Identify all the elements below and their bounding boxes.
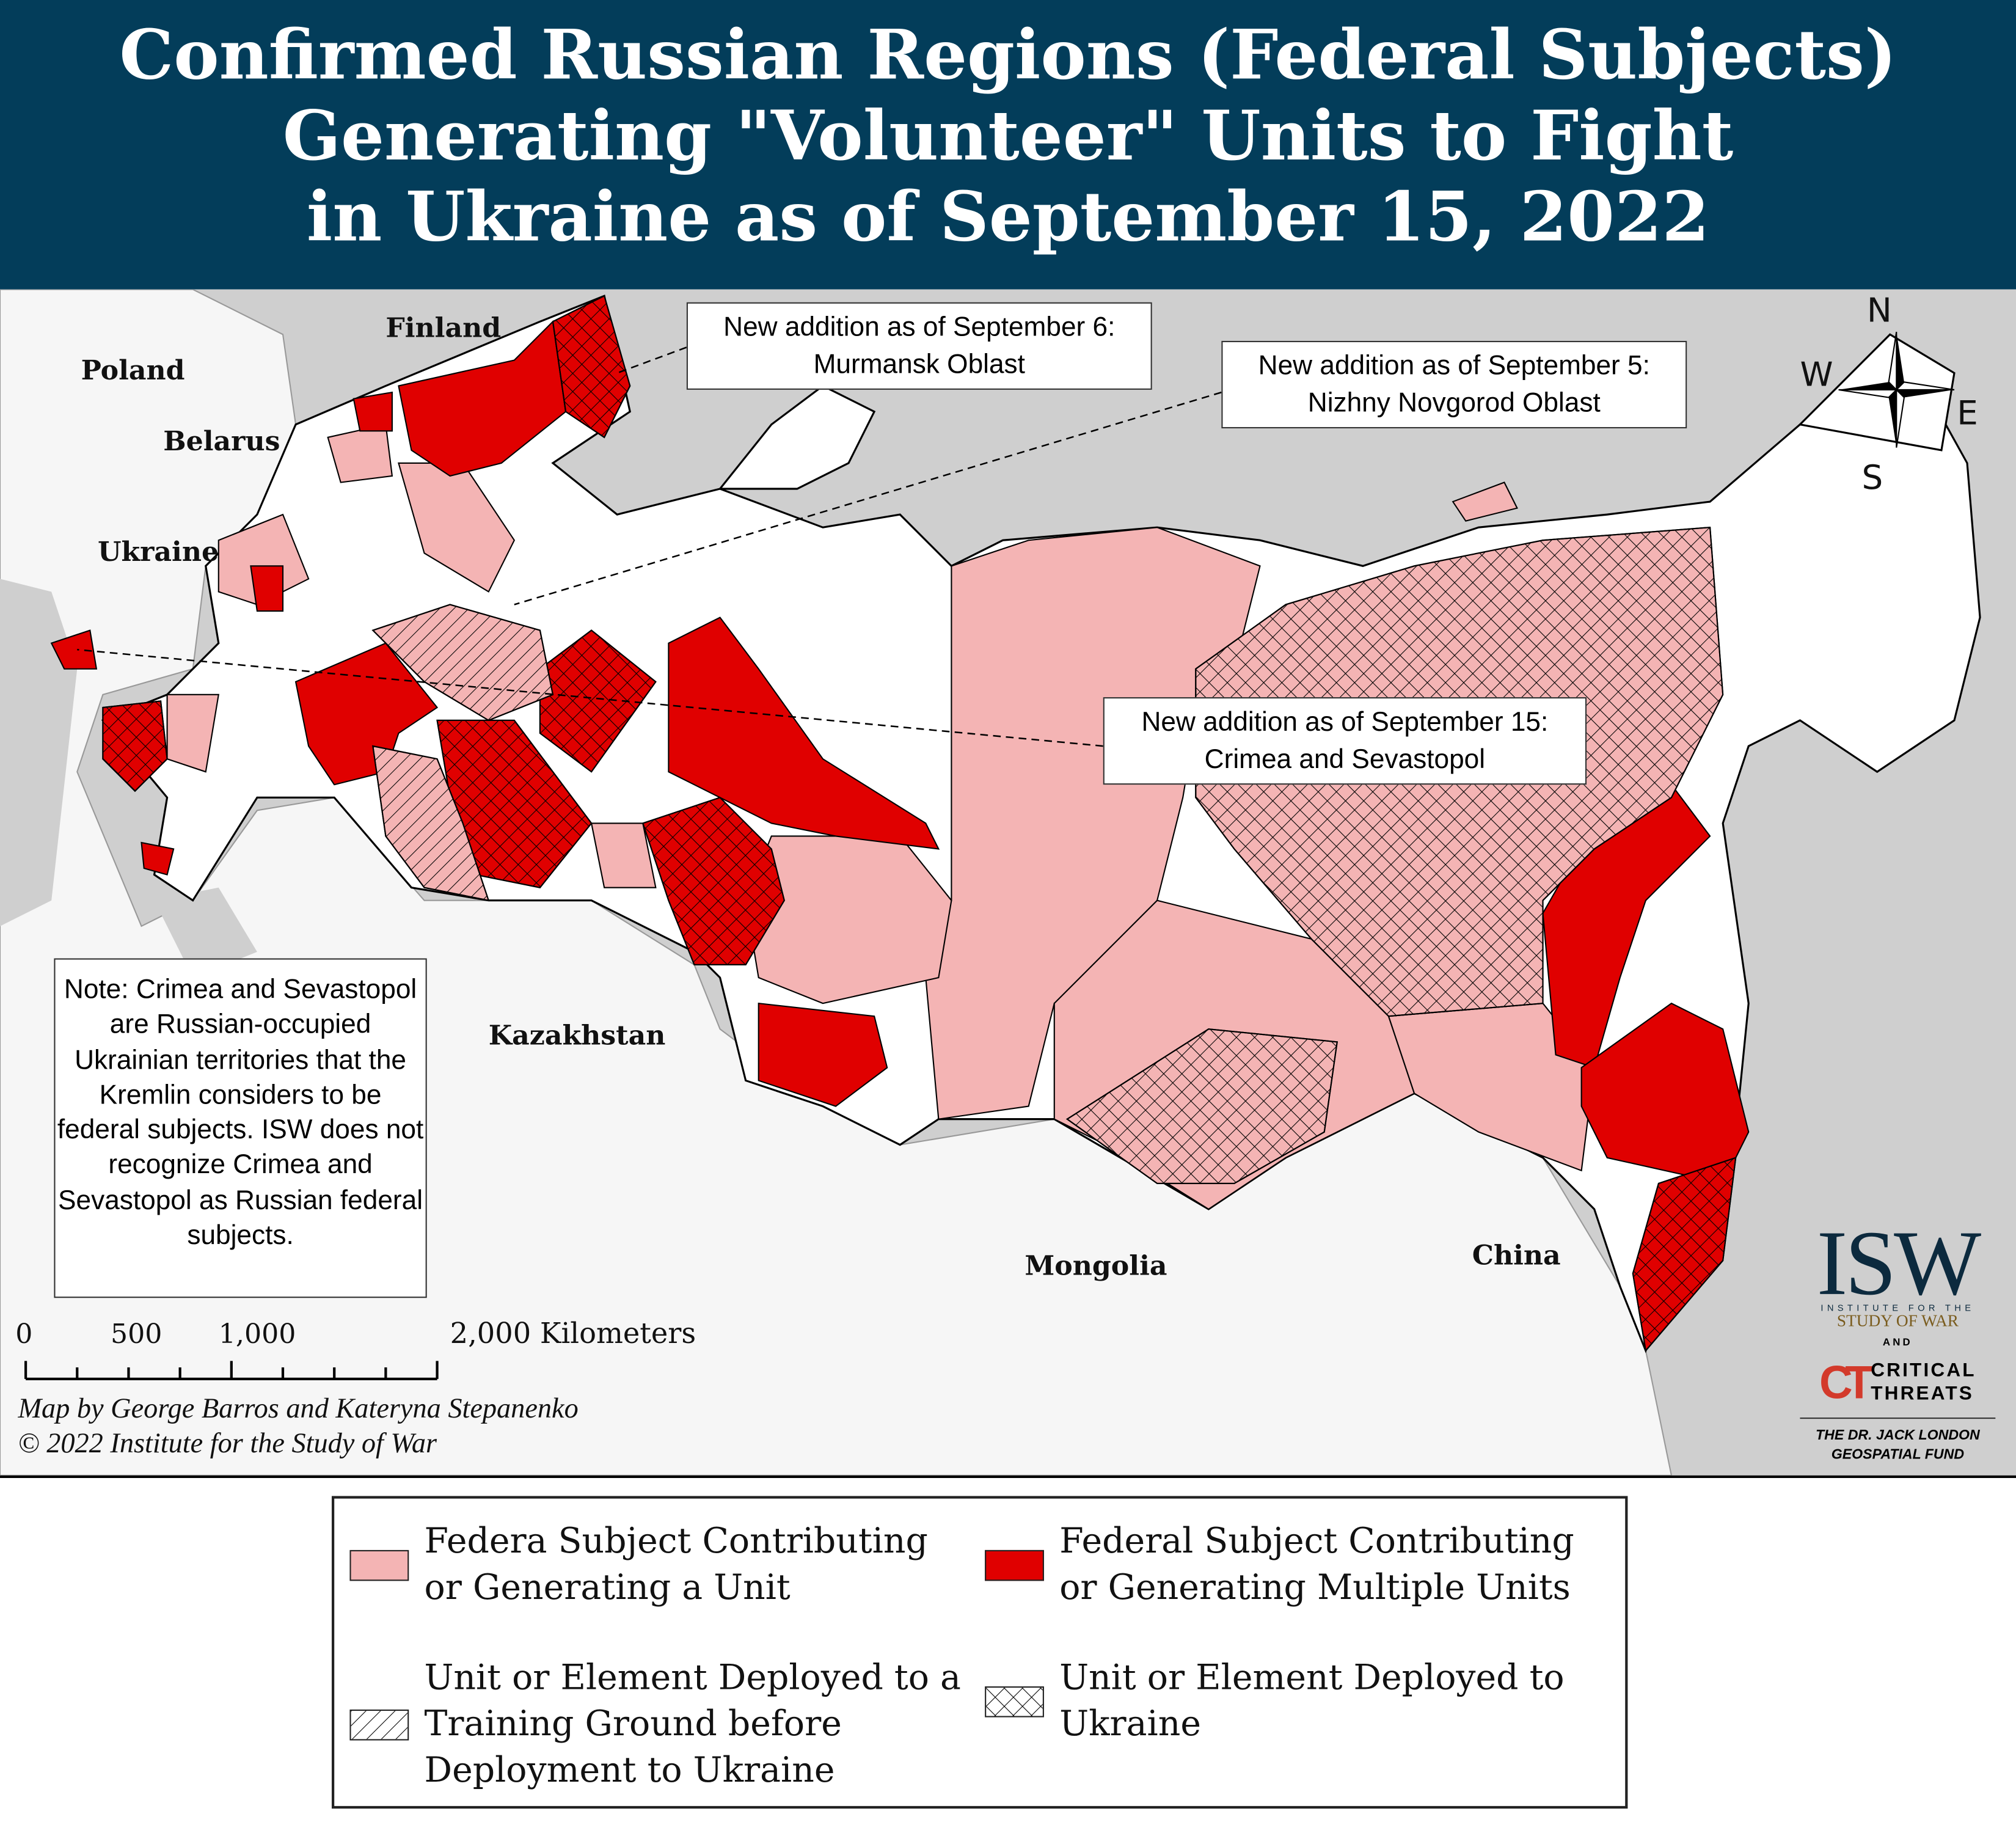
callout-line: Murmansk Oblast: [813, 349, 1025, 380]
scale-label-500: 500: [110, 1318, 163, 1350]
region-caucasus: [166, 693, 220, 773]
logos: ISW INSTITUTE FOR THE STUDY OF WAR AND C…: [1800, 1212, 1996, 1465]
swatch-pink: [349, 1549, 409, 1581]
isw-sub1: INSTITUTE FOR THE: [1821, 1304, 1975, 1314]
compass-n: N: [1866, 291, 1892, 331]
legend-label: or Generating Multiple Units: [1059, 1568, 1571, 1608]
legend-label: or Generating a Unit: [424, 1568, 791, 1608]
scale-label-0: 0: [15, 1318, 33, 1350]
legend-label: Training Ground before: [424, 1704, 842, 1744]
scale-label-1000: 1,000: [218, 1318, 296, 1350]
callout-leader-lines: [77, 346, 1222, 747]
label-mongolia: Mongolia: [1024, 1249, 1167, 1281]
region-islands: [1452, 481, 1518, 522]
region-dagestan: [141, 841, 175, 876]
label-ukraine: Ukraine: [97, 535, 219, 568]
region-kurgan: [590, 822, 657, 888]
legend-label: Federal Subject Contributing: [1059, 1521, 1574, 1562]
callout-nizhny-novgorod: New addition as of September 5: Nizhny N…: [1221, 340, 1687, 429]
label-poland: Poland: [81, 353, 185, 386]
legend-area: Federa Subject Contributing or Generating…: [0, 1475, 2016, 1833]
title-line-2: Generating "Volunteer" Units to Fight: [282, 96, 1734, 177]
region-altai: [758, 1002, 888, 1107]
region-karelia-arkhangelsk: [398, 320, 567, 477]
isw-sub2: STUDY OF WAR: [1836, 1311, 1959, 1330]
label-kazakhstan: Kazakhstan: [488, 1019, 666, 1052]
fund-text: THE DR. JACK LONDON GEOSPATIAL FUND: [1800, 1418, 1996, 1465]
region-pskov: [352, 391, 393, 432]
multi-unit-regions: [50, 320, 1750, 1185]
swatch-red: [985, 1549, 1044, 1581]
scale-bar: [24, 1361, 439, 1380]
title-line-3: in Ukraine as of September 15, 2022: [306, 177, 1710, 258]
legend-label: Unit or Element Deployed to: [1059, 1658, 1565, 1698]
scale-label-2000: 2,000 Kilometers: [450, 1318, 696, 1351]
compass-w: W: [1800, 356, 1833, 395]
callout-line: Nizhny Novgorod Oblast: [1307, 388, 1601, 419]
swatch-cross-hatch: [985, 1686, 1044, 1718]
label-belarus: Belarus: [163, 424, 280, 457]
callout-line: New addition as of September 15:: [1141, 707, 1549, 737]
legend-item-single-unit: Federa Subject Contributing or Generating…: [349, 1519, 928, 1612]
critical-threats-logo: CT CRITICAL THREATS: [1800, 1356, 1995, 1410]
map: Finland Poland Belarus Ukraine Kazakhsta…: [0, 289, 2016, 1476]
callout-murmansk: New addition as of September 6: Murmansk…: [686, 302, 1152, 390]
legend-label: Ukraine: [1059, 1704, 1201, 1744]
and-text: AND: [1882, 1336, 1913, 1348]
title-line-1: Confirmed Russian Regions (Federal Subje…: [119, 15, 1897, 95]
legend-label: Deployment to Ukraine: [424, 1751, 835, 1791]
region-crimea: [50, 629, 98, 670]
region-tyumen: [668, 616, 940, 850]
legend-label: Unit or Element Deployed to a: [424, 1658, 961, 1698]
legend-item-deployed-ukraine: Unit or Element Deployed to Ukraine: [985, 1656, 1565, 1749]
compass-e: E: [1957, 395, 1978, 434]
callout-line: New addition as of September 5:: [1258, 351, 1650, 381]
legend-item-training-ground: Unit or Element Deployed to a Training Gr…: [349, 1656, 961, 1795]
title-banner: Confirmed Russian Regions (Federal Subje…: [0, 0, 2016, 290]
ct-line1: CRITICAL: [1871, 1359, 1976, 1382]
callout-line: New addition as of September 6:: [723, 312, 1116, 343]
ct-line2: THREATS: [1871, 1383, 1974, 1405]
legend-item-multiple-units: Federal Subject Contributing or Generatin…: [985, 1519, 1574, 1612]
compass-rose-icon: [1838, 332, 1955, 448]
label-finland: Finland: [385, 311, 502, 344]
fund-line2: GEOSPATIAL FUND: [1831, 1447, 1965, 1463]
legend-label: Federa Subject Contributing: [424, 1521, 928, 1562]
callout-crimea: New addition as of September 15: Crimea …: [1103, 697, 1587, 785]
legend: Federa Subject Contributing or Generating…: [331, 1496, 1628, 1809]
compass-s: S: [1861, 459, 1883, 498]
region-kursk: [250, 565, 284, 612]
label-china: China: [1472, 1238, 1561, 1271]
isw-logo: ISW: [1816, 1212, 1981, 1315]
note-box: Note: Crimea and Sevastopol are Russian-…: [54, 958, 427, 1298]
region-omsk-novosibirsk: [745, 835, 952, 1004]
credit-copyright: © 2022 Institute for the Study of War: [18, 1426, 437, 1459]
credit-authors: Map by George Barros and Kateryna Stepan…: [18, 1391, 579, 1424]
swatch-diagonal-hatch: [349, 1709, 409, 1741]
ct-mark: CT: [1819, 1355, 1873, 1409]
callout-line: Crimea and Sevastopol: [1204, 744, 1486, 775]
training-ground-regions: [371, 604, 554, 902]
fund-line1: THE DR. JACK LONDON: [1815, 1427, 1980, 1444]
